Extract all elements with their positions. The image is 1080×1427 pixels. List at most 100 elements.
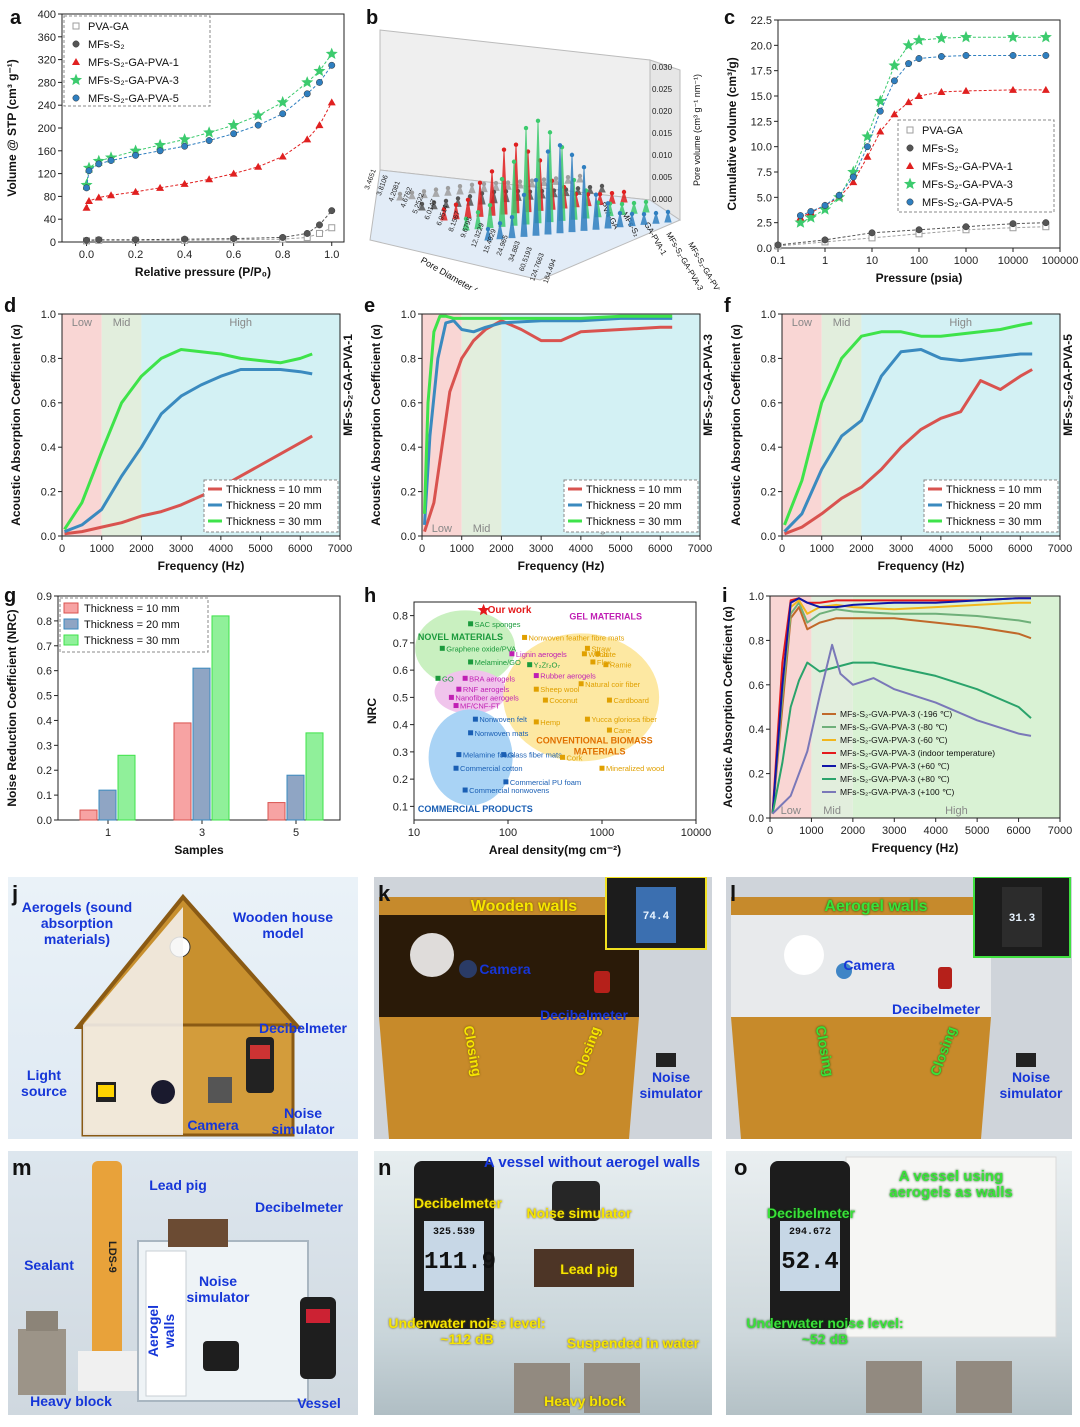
sealant-tube — [92, 1161, 122, 1361]
noise-simulator-icon — [203, 1341, 239, 1371]
data-point — [279, 110, 287, 118]
data-point — [181, 142, 189, 150]
y-tick-label: 0.3 — [393, 747, 408, 759]
y-tick-label: 0.1 — [393, 801, 408, 813]
x-tick-label: 5000 — [608, 543, 632, 555]
point-label: Commercial nonwovens — [469, 786, 549, 795]
x-tick-label: 4000 — [929, 543, 953, 555]
y-tick-label: 7.5 — [757, 167, 772, 179]
panel-label: d — [4, 295, 16, 317]
data-point — [439, 645, 445, 651]
x-axis-label: Pressure (psia) — [876, 271, 963, 285]
annotation: Noise simulator — [999, 1069, 1063, 1101]
decibel-reading: 52.4 — [781, 1249, 839, 1276]
y-tick-label: 120 — [38, 169, 56, 181]
data-point — [278, 152, 287, 160]
pore-peak — [541, 177, 547, 182]
light-glow — [784, 935, 824, 975]
pore-bar — [516, 180, 524, 189]
data-point — [83, 184, 90, 192]
data-point — [774, 241, 782, 249]
data-point — [959, 30, 973, 43]
bar — [173, 722, 192, 821]
pore-peak — [575, 186, 581, 191]
x-tick-label: 100 — [910, 255, 928, 267]
legend-label: Thickness = 30 mm — [586, 516, 682, 528]
y-tick-label: 20.0 — [751, 40, 772, 52]
pore-peak — [641, 211, 647, 217]
x-axis-label: Relative pressure (P/P₀) — [135, 265, 271, 279]
y-tick-label: 2.5 — [757, 218, 772, 230]
point-label: Nonwoven felt — [479, 715, 527, 724]
legend-box — [897, 119, 1055, 213]
pore-bar — [496, 223, 504, 240]
data-point — [254, 121, 262, 129]
point-label: Hemp — [540, 718, 560, 727]
pore-peak — [643, 199, 649, 205]
pore-bar — [586, 186, 594, 194]
data-point — [1009, 85, 1017, 93]
data-point — [328, 224, 336, 232]
point-label: Lignin aerogels — [516, 650, 567, 659]
data-point — [301, 76, 314, 88]
region-label: High — [229, 317, 252, 329]
pore-peak — [597, 192, 603, 197]
y-axis-label: Volume @ STP (cm³ g⁻¹) — [5, 59, 19, 197]
chart-g-nrc-bars: 0.0 0.1 0.2 0.3 0.4 0.5 0.6 0.7 0.8 0.9 Samples Noi… — [4, 585, 341, 857]
x-tick-label: 2000 — [489, 543, 513, 555]
legend-marker — [903, 177, 917, 190]
y-tick-label: 0.2 — [393, 774, 408, 786]
pore-bar — [492, 181, 500, 191]
data-point — [453, 765, 459, 771]
data-point — [912, 33, 926, 46]
data-point — [849, 178, 858, 186]
region-mid — [101, 314, 142, 536]
x-axis-label: Areal density(mg cm⁻²) — [489, 843, 621, 857]
pore-bar — [620, 190, 628, 203]
pore-bar — [462, 216, 470, 231]
y-tick-label: 5.0 — [757, 192, 772, 204]
x-tick-label: 1000 — [954, 255, 978, 267]
pore-peak — [593, 192, 599, 197]
legend-label: Thickness = 20 mm — [586, 500, 682, 512]
x-tick-label: 1000 — [799, 825, 823, 837]
heavy-block — [866, 1361, 922, 1413]
pore-bar — [432, 188, 440, 197]
point-label: Jute — [602, 650, 616, 659]
series-line — [86, 210, 333, 241]
data-point — [915, 92, 923, 99]
data-point — [252, 109, 265, 121]
data-point — [962, 86, 970, 94]
point-label: Sheep wool — [540, 685, 580, 694]
y-axis-label: Noise Reduction Coefficient (NRC) — [5, 609, 19, 806]
data-point — [915, 55, 923, 62]
data-point — [316, 78, 323, 86]
side-label: MFs-S₂-GA-PVA-1 — [341, 334, 355, 436]
legend-box — [203, 479, 339, 533]
y-tick-label: 0.5 — [393, 692, 408, 704]
x-tick-label: 0.1 — [770, 255, 785, 267]
region-label: Mid — [473, 523, 491, 535]
legend-box — [563, 479, 699, 533]
data-point — [804, 211, 817, 223]
point-label: Melamine/GO — [475, 658, 521, 667]
x-tick-label: 6000 — [1006, 825, 1030, 837]
y-tick-label: 0.6 — [401, 398, 416, 410]
x-tick-label: 3000 — [169, 543, 193, 555]
data-point — [327, 98, 336, 106]
legend-label: Thickness = 10 mm — [586, 484, 682, 496]
pore-peak — [467, 194, 473, 199]
data-point — [468, 730, 474, 736]
x-tick-label: 7000 — [328, 543, 352, 555]
y-tick-label: 0.8 — [401, 353, 416, 365]
point-label: Nonwoven mats — [475, 729, 529, 738]
x-tick-label: 5 — [293, 827, 299, 839]
pore-peak — [505, 180, 511, 185]
bar — [267, 802, 286, 821]
data-point — [229, 169, 238, 177]
x-tick-label: 1 — [822, 255, 828, 267]
y-tick-label: 0.8 — [41, 353, 56, 365]
series-line — [777, 222, 1046, 246]
x-tick-label: 10 — [866, 255, 878, 267]
y-tick-label: 0.9 — [37, 591, 52, 603]
